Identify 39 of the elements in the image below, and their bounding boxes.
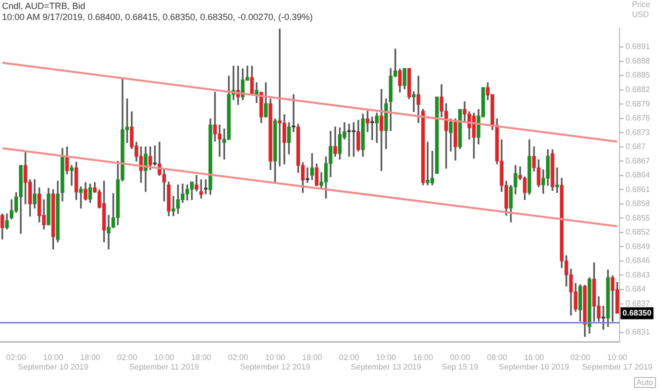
- annotation: 0.68350: [622, 308, 652, 318]
- text: Auto: [634, 377, 656, 388]
- y-tick-label: 0.6843: [626, 270, 651, 280]
- x-tick-label: 18:00: [191, 352, 212, 362]
- y-tick-label: 0.6837: [626, 298, 651, 308]
- y-tick-label: 0.6858: [626, 199, 651, 208]
- x-tick-label: 02:00: [117, 352, 138, 362]
- x-tick-label: 02:00: [6, 352, 27, 362]
- x-tick-label: 18:00: [302, 352, 323, 362]
- y-tick-label: 0.6876: [626, 114, 651, 123]
- y-tick-label: 0.6867: [626, 156, 651, 166]
- y-tick-label: 0.6846: [626, 256, 651, 266]
- x-tick-label: 16:00: [413, 352, 434, 362]
- y-tick-label: 0.6873: [626, 128, 651, 137]
- x-tick-label: 00:00 Sep 15 19: [442, 352, 479, 372]
- candlestick: [380, 89, 384, 171]
- y-tick-label: 0.6864: [626, 170, 651, 180]
- y-tick-label: 0.6852: [626, 228, 651, 237]
- x-tick-label: 08:00: [486, 352, 508, 362]
- y-tick-label: 0.6885: [626, 70, 651, 80]
- y-tick-label: 0.6888: [626, 56, 651, 66]
- y-tick-label: 0.687: [626, 142, 646, 152]
- x-tick-label: 02:00: [339, 352, 360, 362]
- y-tick-label: 0.6891: [626, 42, 651, 52]
- x-tick-label: 02:00: [228, 352, 249, 362]
- y-tick-label: 0.6882: [626, 85, 651, 94]
- y-axis-title: Price USD: [632, 0, 652, 20]
- chart-subtitle: 10:00 AM 9/17/2019, 0.68400, 0.68415, 0.68350, 0.68350, -0.00270, (-0.39%): [2, 12, 313, 22]
- y-tick-label: 0.6849: [626, 242, 651, 251]
- x-tick-label: 18:00: [80, 352, 101, 362]
- y-tick-label: 0.6879: [626, 99, 651, 108]
- y-tick-label: 0.684: [626, 284, 646, 294]
- chart-title: Cndl, AUD=TRB, Bid: [2, 1, 86, 11]
- y-tick-label: 0.6831: [626, 327, 651, 336]
- candlestick: [366, 110, 370, 132]
- x-tick-label: 02:00: [570, 352, 591, 362]
- y-tick-label: 0.6861: [626, 184, 651, 194]
- y-tick-label: 0.6855: [626, 213, 651, 222]
- candlestick: [435, 96, 439, 174]
